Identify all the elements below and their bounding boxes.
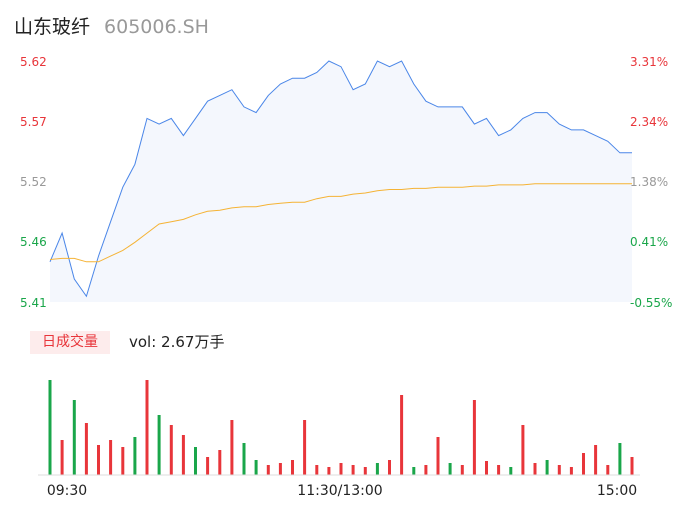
volume-bar <box>606 465 610 475</box>
volume-bar <box>242 443 246 475</box>
y-right-tick: 0.41% <box>630 235 668 249</box>
volume-bar <box>145 380 149 475</box>
volume-bar <box>327 467 331 475</box>
volume-bar <box>206 457 210 475</box>
volume-bar <box>339 463 343 475</box>
volume-bar <box>497 465 501 475</box>
average-line <box>49 183 632 263</box>
volume-readout: vol: 2.67万手 <box>129 333 225 351</box>
volume-bar <box>169 425 173 475</box>
volume-bar <box>460 465 464 475</box>
volume-bar <box>557 465 561 475</box>
volume-bar <box>133 437 137 475</box>
volume-bar <box>618 443 622 475</box>
volume-bar <box>509 467 513 475</box>
y-left-tick: 5.57 <box>20 115 47 129</box>
volume-bar <box>315 465 319 475</box>
stock-name: 山东玻纤 <box>14 16 91 38</box>
volume-bar <box>545 460 549 475</box>
volume-bar <box>436 437 440 475</box>
y-left-tick: 5.52 <box>20 175 47 189</box>
volume-bar <box>194 447 197 475</box>
price-area-fill <box>50 61 632 302</box>
volume-bar <box>363 467 367 475</box>
volume-bar <box>472 400 476 475</box>
volume-panel <box>38 380 640 476</box>
volume-bar <box>278 463 282 475</box>
volume-bar <box>254 460 258 475</box>
x-tick: 15:00 <box>597 483 637 499</box>
volume-bar <box>351 465 355 475</box>
price-line <box>49 60 632 298</box>
stock-header: 山东玻纤 605006.SH <box>14 12 209 40</box>
y-left-tick: 5.41 <box>20 296 47 310</box>
volume-bar <box>533 463 537 475</box>
volume-bar <box>266 465 270 475</box>
volume-bar <box>84 423 88 475</box>
volume-bar <box>121 447 125 475</box>
volume-bar <box>230 420 234 475</box>
volume-bar <box>181 435 185 475</box>
x-tick: 11:30/13:00 <box>297 483 382 499</box>
y-right-tick: 2.34% <box>630 115 668 129</box>
y-right-tick: -0.55% <box>630 296 672 310</box>
volume-bar <box>72 400 76 475</box>
volume-bar <box>582 453 585 475</box>
volume-bar <box>291 460 294 475</box>
y-right-tick: 1.38% <box>630 175 668 189</box>
volume-bar <box>448 463 452 475</box>
volume-bar <box>97 445 100 475</box>
volume-bar <box>630 457 634 475</box>
volume-bar <box>48 380 52 475</box>
price-panel <box>49 60 632 302</box>
volume-bar <box>569 467 573 475</box>
volume-bar <box>157 415 161 475</box>
volume-bar <box>388 460 391 475</box>
volume-bar <box>424 465 428 475</box>
y-right-tick: 3.31% <box>630 55 668 69</box>
volume-bar <box>412 467 416 475</box>
volume-bar <box>303 420 307 475</box>
axis-labels: 5.62 5.57 5.52 5.46 5.41 3.31% 2.34% 1.38% 0.41%… <box>20 55 672 499</box>
stock-code: 605006.SH <box>104 16 209 38</box>
volume-bar <box>218 450 222 475</box>
volume-bar <box>60 440 64 475</box>
volume-bar <box>375 463 379 475</box>
volume-bar <box>594 445 598 475</box>
volume-bar <box>485 461 488 475</box>
y-left-tick: 5.62 <box>20 55 47 69</box>
volume-bar <box>521 425 525 475</box>
x-tick: 09:30 <box>47 483 87 499</box>
volume-bar <box>400 395 404 475</box>
y-left-tick: 5.46 <box>20 235 47 249</box>
volume-tab[interactable]: 日成交量 <box>30 331 110 354</box>
volume-bar <box>109 440 113 475</box>
